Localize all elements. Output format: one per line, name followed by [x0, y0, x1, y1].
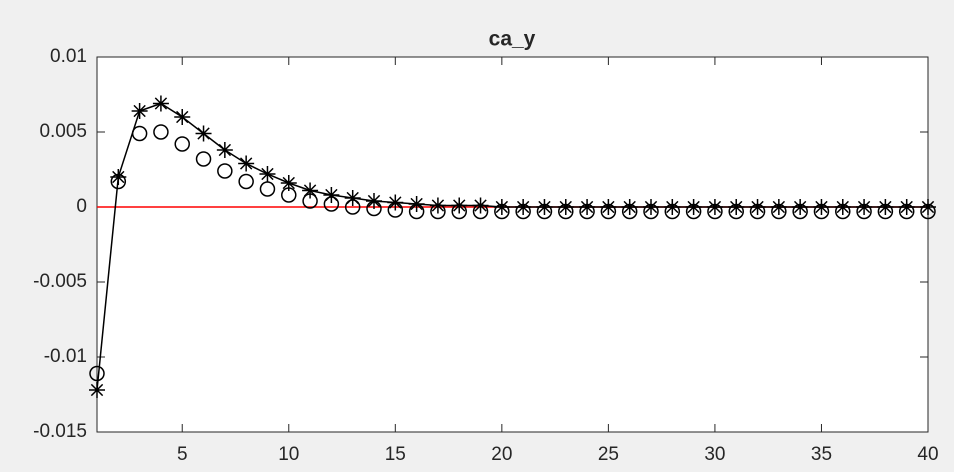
- x-tick-label: 10: [278, 444, 299, 465]
- circle-marker: [515, 203, 531, 220]
- x-tick-label: 5: [177, 444, 188, 465]
- series-line: [96, 102, 928, 391]
- star-marker: [621, 199, 638, 215]
- star-marker: [898, 199, 915, 215]
- star-marker: [174, 109, 191, 125]
- star-marker: [110, 169, 127, 185]
- star-marker: [493, 199, 510, 215]
- circle-marker: [195, 151, 212, 167]
- y-tick-label: 0.01: [50, 46, 87, 67]
- circle-marker: [153, 124, 169, 140]
- star-marker: [344, 190, 361, 206]
- star-marker: [302, 182, 319, 199]
- star-marker: [706, 199, 723, 215]
- y-tick-label: -0.005: [33, 271, 87, 292]
- x-tick-label: 40: [917, 444, 938, 465]
- star-marker: [323, 187, 340, 203]
- circle-marker: [920, 203, 936, 220]
- circle-marker: [366, 200, 382, 217]
- circle-marker: [217, 163, 233, 179]
- star-marker: [664, 199, 681, 215]
- star-marker: [643, 199, 659, 215]
- star-marker: [238, 155, 255, 172]
- circle-marker: [174, 136, 190, 152]
- star-marker: [813, 199, 830, 215]
- x-tick-label: 15: [385, 444, 406, 465]
- circle-marker: [536, 203, 553, 220]
- circle-marker: [621, 203, 638, 220]
- star-marker: [557, 199, 574, 215]
- star-marker: [579, 199, 596, 215]
- star-marker: [920, 199, 936, 215]
- circle-marker: [302, 193, 318, 209]
- circle-marker: [771, 203, 787, 220]
- circle-marker: [323, 196, 340, 212]
- star-marker: [834, 199, 851, 215]
- circle-marker: [494, 203, 510, 220]
- circle-marker: [856, 203, 872, 220]
- circle-marker: [707, 203, 723, 220]
- circle-marker: [749, 203, 766, 220]
- circle-marker: [344, 199, 361, 215]
- circle-marker: [472, 203, 489, 220]
- star-marker: [152, 95, 169, 112]
- circle-marker: [792, 203, 808, 220]
- y-tick-label: 0.005: [39, 121, 87, 142]
- star-marker: [131, 103, 148, 119]
- circle-marker: [835, 203, 851, 220]
- star-marker: [472, 197, 489, 214]
- star-marker: [856, 199, 873, 215]
- circle-marker: [685, 203, 702, 220]
- circle-marker: [408, 203, 425, 220]
- circle-marker: [600, 203, 617, 220]
- star-marker: [792, 199, 809, 215]
- star-marker: [451, 197, 468, 214]
- circle-marker: [898, 203, 915, 220]
- circle-marker: [238, 173, 254, 190]
- circle-marker: [281, 187, 297, 203]
- circle-marker: [259, 181, 276, 197]
- star-marker: [515, 199, 532, 215]
- circle-marker: [131, 125, 148, 142]
- circle-marker: [579, 203, 595, 220]
- chart-title: ca_y: [489, 28, 536, 51]
- star-marker: [600, 199, 617, 215]
- circle-marker: [451, 203, 467, 220]
- x-tick-label: 30: [704, 444, 725, 465]
- y-tick-label: -0.01: [44, 346, 87, 367]
- star-marker: [216, 142, 233, 158]
- star-marker: [877, 199, 894, 215]
- star-marker: [536, 199, 553, 215]
- circle-marker: [558, 203, 574, 220]
- circle-marker: [877, 203, 894, 220]
- star-marker: [259, 166, 276, 182]
- star-marker: [770, 199, 787, 215]
- circle-marker: [89, 365, 105, 382]
- star-marker: [195, 125, 212, 142]
- x-tick-label: 25: [598, 444, 619, 465]
- circle-marker: [728, 203, 744, 220]
- plot-area: [96, 56, 929, 433]
- circle-marker: [664, 203, 681, 220]
- x-tick-label: 35: [811, 444, 832, 465]
- star-marker: [429, 197, 446, 214]
- circle-marker: [430, 203, 446, 220]
- circle-marker: [110, 173, 127, 190]
- star-marker: [89, 382, 105, 398]
- y-tick-label: 0: [76, 196, 87, 217]
- y-tick-label: -0.015: [33, 421, 87, 442]
- circle-marker: [813, 203, 830, 220]
- circle-marker: [643, 203, 659, 220]
- star-marker: [280, 175, 297, 191]
- star-marker: [749, 199, 766, 215]
- x-tick-label: 20: [491, 444, 512, 465]
- star-marker: [728, 199, 745, 215]
- star-marker: [685, 199, 702, 215]
- circle-marker: [387, 202, 404, 218]
